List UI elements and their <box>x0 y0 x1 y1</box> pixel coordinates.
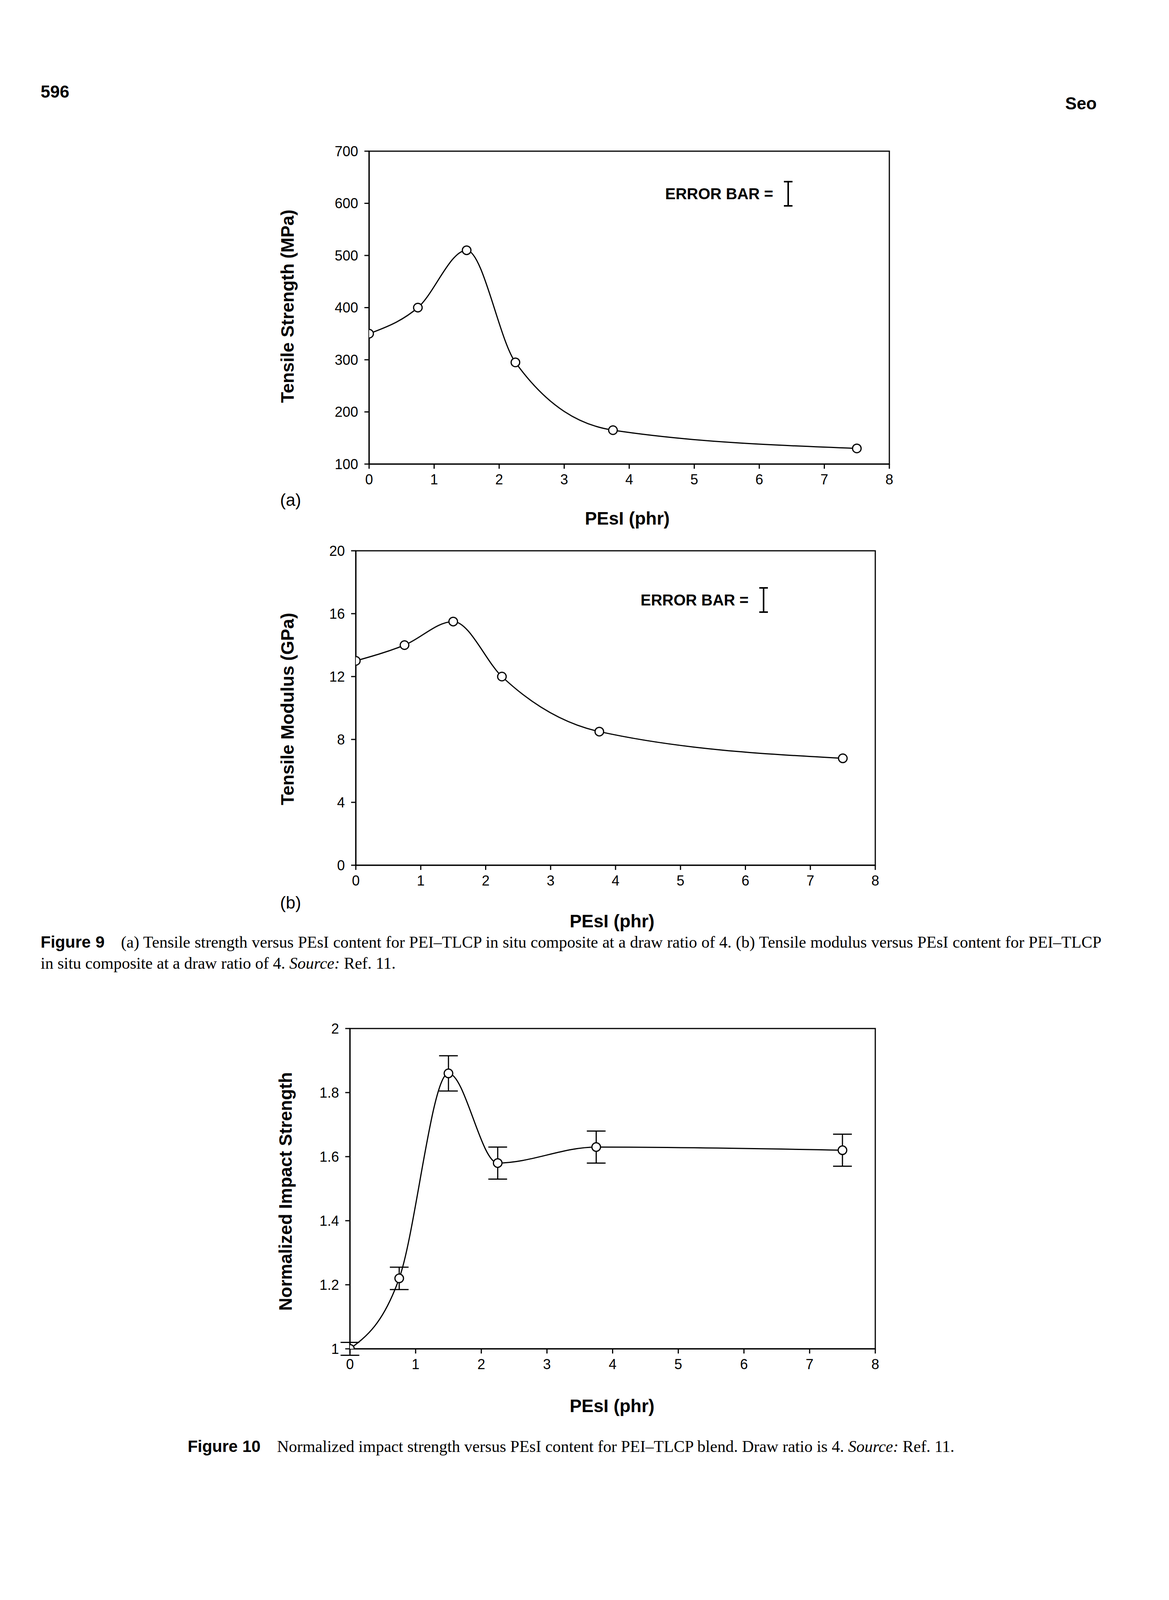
svg-text:3: 3 <box>560 471 568 488</box>
html-text:PEsI (phr): PEsI (phr) <box>569 1395 655 1416</box>
svg-text:16: 16 <box>329 605 345 622</box>
svg-text:700: 700 <box>334 143 359 160</box>
svg-text:20: 20 <box>329 542 345 559</box>
html-text:Seo: Seo <box>1065 93 1097 113</box>
svg-text:0: 0 <box>351 872 360 889</box>
svg-text:4: 4 <box>337 794 345 811</box>
svg-text:6: 6 <box>740 1356 748 1373</box>
svg-text:1.4: 1.4 <box>319 1212 340 1229</box>
svg-text:7: 7 <box>820 471 829 488</box>
svg-text:5: 5 <box>674 1356 683 1373</box>
html-text:ERROR BAR =: ERROR BAR = <box>640 591 749 609</box>
html-text:Figure 9: Figure 9 <box>40 932 105 952</box>
svg-text:200: 200 <box>334 403 359 420</box>
svg-text:7: 7 <box>805 1356 814 1373</box>
svg-text:3: 3 <box>546 872 555 889</box>
svg-text:1: 1 <box>416 872 425 889</box>
svg-text:7: 7 <box>806 872 815 889</box>
html-text:ERROR BAR =: ERROR BAR = <box>665 184 774 203</box>
svg-text:5: 5 <box>676 872 685 889</box>
html-text:Tensile Modulus (GPa): Tensile Modulus (GPa) <box>277 612 298 806</box>
svg-text:1: 1 <box>331 1340 340 1357</box>
svg-text:8: 8 <box>871 1356 880 1373</box>
svg-text:4: 4 <box>611 872 620 889</box>
svg-text:8: 8 <box>337 731 345 748</box>
html-text:(b): (b) <box>280 892 302 912</box>
html-text:Tensile Strength (MPa): Tensile Strength (MPa) <box>277 209 298 403</box>
svg-text:6: 6 <box>755 471 764 488</box>
svg-text:1: 1 <box>430 471 438 488</box>
svg-text:5: 5 <box>690 471 698 488</box>
svg-text:500: 500 <box>334 247 359 264</box>
html-text:596: 596 <box>40 82 70 102</box>
svg-text:0: 0 <box>346 1356 354 1373</box>
html-text:Figure 10: Figure 10 <box>187 1436 261 1456</box>
svg-text:1.8: 1.8 <box>319 1084 340 1101</box>
svg-text:2: 2 <box>495 471 504 488</box>
html-text:(a) Tensile strength versus PE: (a) Tensile strength versus PEsI content… <box>40 933 1102 973</box>
svg-text:8: 8 <box>871 872 880 889</box>
svg-text:4: 4 <box>625 471 634 488</box>
html-text:Normalized Impact Strength: Normalized Impact Strength <box>275 1071 296 1311</box>
svg-text:12: 12 <box>329 668 345 685</box>
svg-text:6: 6 <box>741 872 750 889</box>
html-text:(a): (a) <box>280 490 302 510</box>
svg-text:1: 1 <box>411 1356 420 1373</box>
svg-text:2: 2 <box>481 872 490 889</box>
svg-text:100: 100 <box>334 456 359 473</box>
html-text:PEsI (phr): PEsI (phr) <box>584 508 670 529</box>
svg-text:300: 300 <box>334 351 359 368</box>
svg-text:1.2: 1.2 <box>319 1276 340 1293</box>
svg-text:3: 3 <box>542 1356 551 1373</box>
html-text:Normalized impact strength ver: Normalized impact strength versus PEsI c… <box>276 1437 955 1456</box>
svg-text:400: 400 <box>334 299 359 316</box>
svg-text:1.6: 1.6 <box>319 1148 340 1165</box>
svg-text:4: 4 <box>608 1356 617 1373</box>
html-text:PEsI (phr): PEsI (phr) <box>569 910 655 932</box>
svg-text:2: 2 <box>477 1356 486 1373</box>
svg-text:2: 2 <box>331 1020 340 1037</box>
svg-text:600: 600 <box>334 195 359 212</box>
svg-text:8: 8 <box>885 471 894 488</box>
svg-text:0: 0 <box>337 857 345 874</box>
svg-text:0: 0 <box>365 471 374 488</box>
